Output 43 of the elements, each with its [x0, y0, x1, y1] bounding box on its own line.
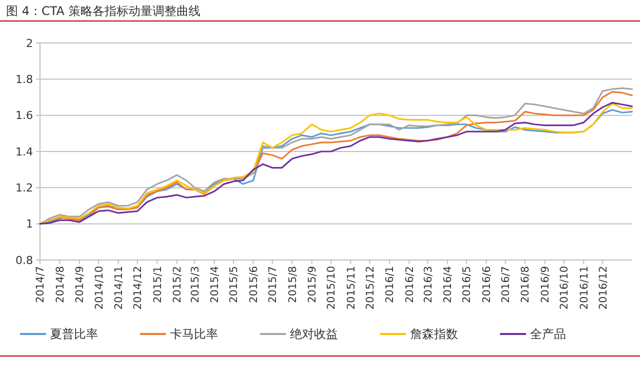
y-tick-label: 2 [26, 36, 33, 50]
y-tick-label: 1 [26, 218, 33, 231]
x-tick-label: 2015/10 [326, 266, 338, 310]
x-tick-label: 2016/12 [597, 266, 610, 310]
x-tick-label: 2016/8 [520, 266, 532, 303]
x-tick-label: 2014/12 [132, 266, 144, 310]
y-tick-label: 1.2 [16, 182, 33, 195]
x-tick-label: 2015/7 [267, 266, 280, 303]
x-tick-label: 2016/2 [404, 266, 416, 303]
legend-label: 詹森指数 [410, 327, 458, 342]
x-tick-label: 2015/6 [248, 266, 260, 303]
legend-label: 绝对收益 [290, 327, 338, 342]
x-tick-label: 2016/10 [558, 266, 571, 310]
legend-label: 卡马比率 [170, 327, 218, 342]
y-tick-label: 1.6 [16, 109, 33, 122]
x-tick-label: 2015/3 [189, 266, 202, 303]
x-tick-label: 2016/4 [442, 266, 454, 303]
x-tick-label: 2016/11 [578, 266, 590, 310]
legend-label: 夏普比率 [50, 327, 98, 342]
x-tick-label: 2014/8 [54, 266, 66, 303]
x-tick-label: 2016/1 [384, 266, 396, 303]
x-tick-label: 2015/2 [172, 266, 184, 303]
legend-label: 全产品 [530, 327, 566, 342]
x-tick-label: 2014/9 [74, 266, 86, 303]
y-tick-label: 1.4 [16, 145, 33, 158]
x-tick-label: 2016/3 [422, 266, 434, 303]
x-tick-label: 2015/8 [286, 266, 299, 303]
x-tick-label: 2014/7 [34, 266, 47, 303]
x-tick-label: 2016/7 [500, 266, 512, 303]
x-tick-label: 2015/5 [228, 266, 240, 303]
y-tick-label: 0.8 [16, 254, 33, 267]
x-tick-label: 2014/10 [93, 266, 106, 310]
x-tick-label: 2015/12 [364, 266, 376, 310]
x-tick-label: 2015/4 [209, 266, 222, 303]
chart-title: 图 4：CTA 策略各指标动量调整曲线 [6, 4, 200, 18]
x-tick-label: 2016/6 [480, 266, 493, 303]
x-tick-label: 2016/5 [461, 266, 474, 303]
x-tick-label: 2016/9 [539, 266, 552, 303]
x-tick-label: 2015/9 [306, 266, 318, 303]
x-tick-label: 2015/11 [345, 266, 358, 310]
x-tick-label: 2014/11 [112, 266, 125, 310]
x-tick-label: 2015/1 [152, 266, 164, 303]
y-tick-label: 1.8 [16, 73, 33, 86]
